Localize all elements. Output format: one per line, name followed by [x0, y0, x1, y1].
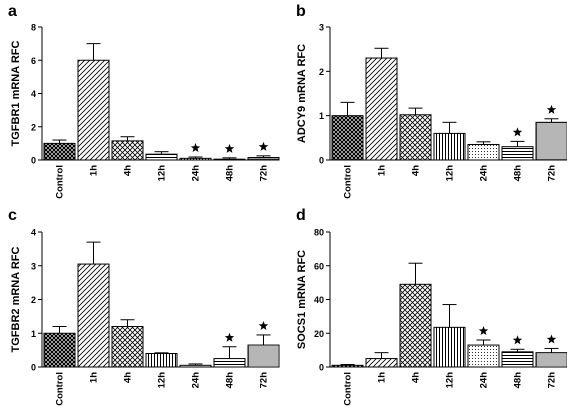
significance-star — [478, 326, 489, 336]
bar-72h — [535, 352, 567, 368]
bar-4h — [111, 140, 144, 161]
y-tick-label: 40 — [314, 295, 324, 305]
x-category-label: 12h — [445, 372, 456, 389]
bar-12h — [145, 353, 178, 368]
significance-star — [512, 127, 523, 137]
panel-d: d SOCS1 mRNA RFC 0 20 40 60 80 Control 1h 4h 12h 24… — [296, 207, 567, 406]
bar-12h — [433, 132, 466, 161]
y-tick-label: 3 — [319, 23, 324, 33]
significance-star — [190, 143, 201, 153]
y-tick-label: 2 — [31, 122, 36, 132]
y-tick-label: 0 — [31, 156, 36, 166]
bar-24h — [179, 364, 212, 368]
bar-24h — [179, 157, 212, 161]
x-category-label: 1h — [377, 372, 388, 383]
x-category-label: 48h — [225, 165, 236, 182]
panel-letter: c — [8, 207, 17, 224]
significance-star — [258, 141, 269, 151]
y-tick-label: 1 — [31, 329, 36, 339]
x-category-label: 72h — [547, 165, 558, 182]
bar-72h — [247, 344, 280, 368]
significance-star — [512, 335, 523, 345]
panel-c: c TGFBR2 mRNA RFC 0 1 2 3 4 Control 1h 4h 12h 24h 48… — [8, 207, 280, 406]
significance-star — [546, 104, 557, 114]
bar-48h — [213, 158, 246, 161]
x-category-label: 4h — [411, 372, 422, 383]
y-axis-label: TGFBR1 mRNA RFC — [10, 40, 22, 146]
bar-24h — [467, 143, 500, 161]
bar-Control — [331, 115, 364, 161]
y-tick-label: 4 — [31, 89, 36, 99]
bar-Control — [43, 332, 76, 368]
x-category-label: 12h — [157, 372, 168, 389]
x-category-label: 12h — [157, 165, 168, 182]
bar-Control — [331, 364, 364, 368]
y-tick-label: 60 — [314, 261, 324, 271]
y-axis-label: TGFBR2 mRNA RFC — [10, 246, 22, 352]
x-category-label: 24h — [479, 372, 490, 389]
x-category-label: 4h — [411, 165, 422, 176]
x-category-label: 1h — [377, 165, 388, 176]
bar-1h — [365, 57, 398, 161]
panel-letter: d — [296, 207, 306, 224]
x-category-label: Control — [55, 372, 66, 406]
bar-12h — [433, 326, 466, 368]
significance-star — [224, 143, 235, 153]
x-category-label: 1h — [89, 165, 100, 176]
y-tick-label: 20 — [314, 329, 324, 339]
bar-48h — [501, 146, 534, 161]
y-axis-label: ADCY9 mRNA RFC — [296, 44, 308, 143]
x-category-label: 48h — [225, 372, 236, 389]
panel-b: b ADCY9 mRNA RFC 0 1 2 3 Control 1h 4h 12h 24h 48h 7… — [296, 3, 567, 199]
bar-72h — [247, 157, 280, 161]
x-category-label: 48h — [513, 372, 524, 389]
x-category-label: 12h — [445, 165, 456, 182]
y-tick-label: 0 — [319, 156, 324, 166]
y-tick-label: 2 — [31, 295, 36, 305]
y-tick-label: 4 — [31, 228, 36, 238]
y-axis-label: SOCS1 mRNA RFC — [296, 250, 308, 349]
bar-4h — [399, 283, 432, 368]
bar-Control — [43, 142, 76, 161]
significance-star — [224, 332, 235, 342]
x-category-label: 1h — [89, 372, 100, 383]
x-category-label: 24h — [191, 165, 202, 182]
x-category-label: Control — [55, 165, 66, 199]
bar-1h — [77, 59, 110, 161]
y-tick-label: 1 — [319, 111, 324, 121]
bar-24h — [467, 344, 500, 368]
y-tick-label: 8 — [31, 23, 36, 33]
panel-letter: a — [8, 3, 17, 20]
bar-4h — [399, 114, 432, 161]
bar-1h — [77, 263, 110, 368]
x-category-label: Control — [343, 372, 354, 406]
x-category-label: 24h — [191, 372, 202, 389]
x-category-label: 4h — [123, 165, 134, 176]
y-tick-label: 0 — [31, 363, 36, 373]
x-category-label: 4h — [123, 372, 134, 383]
y-tick-label: 6 — [31, 56, 36, 66]
significance-star — [546, 334, 557, 344]
x-category-label: 48h — [513, 165, 524, 182]
y-tick-label: 0 — [319, 363, 324, 373]
bar-72h — [535, 121, 567, 161]
panel-a: a TGFBR1 mRNA RFC 0 2 4 6 8 Control 1h 4h 12h 24h 48… — [8, 3, 280, 199]
x-category-label: 72h — [259, 165, 270, 182]
panel-letter: b — [296, 3, 306, 20]
bar-48h — [213, 358, 246, 368]
x-category-label: Control — [343, 165, 354, 199]
bar-48h — [501, 351, 534, 368]
x-category-label: 72h — [259, 372, 270, 389]
y-tick-label: 80 — [314, 228, 324, 238]
bar-1h — [365, 358, 398, 368]
x-category-label: 72h — [547, 372, 558, 389]
significance-star — [258, 320, 269, 330]
y-tick-label: 2 — [319, 67, 324, 77]
bar-12h — [145, 153, 178, 161]
y-tick-label: 3 — [31, 261, 36, 271]
bar-4h — [111, 326, 144, 368]
x-category-label: 24h — [479, 165, 490, 182]
